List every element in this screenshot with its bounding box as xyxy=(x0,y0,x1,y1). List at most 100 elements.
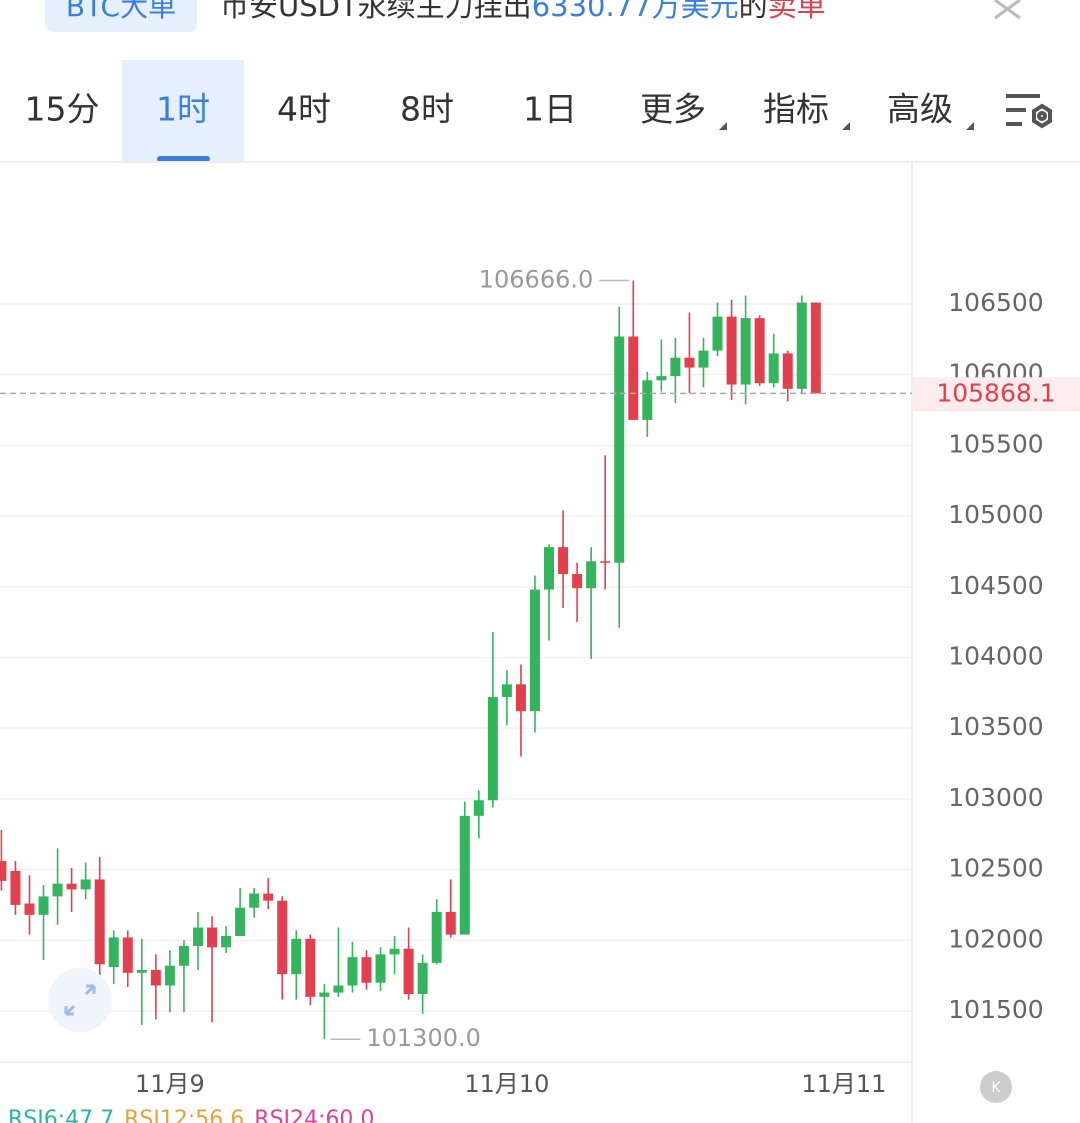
max-label: 106666.0 xyxy=(479,265,594,293)
y-tick-label: 105000 xyxy=(948,500,1043,529)
candle-body xyxy=(698,350,709,368)
candle-body xyxy=(108,937,119,968)
candle-body xyxy=(389,948,400,955)
y-tick-label: 103000 xyxy=(948,783,1043,812)
settings-icon[interactable] xyxy=(1006,94,1052,129)
candle-body xyxy=(122,937,133,973)
indicator: RSI24:60.0 xyxy=(254,1107,374,1123)
close-icon[interactable] xyxy=(994,0,1021,20)
tab[interactable]: 4时 xyxy=(277,90,331,129)
candle-body xyxy=(768,353,779,384)
candle-body xyxy=(333,985,344,993)
tag-bg xyxy=(45,0,197,32)
candle-body xyxy=(178,945,189,966)
candle-body xyxy=(656,376,667,381)
tab[interactable]: 高级 xyxy=(887,90,953,129)
candle-body xyxy=(66,883,77,890)
candle-body xyxy=(192,927,203,946)
banner-text[interactable]: 币安USDT永续主力挂出6330.77万美元的卖单 xyxy=(220,0,826,23)
candle-body xyxy=(24,903,35,915)
candle-body xyxy=(263,893,274,901)
candle-body xyxy=(10,870,21,905)
candle-body xyxy=(487,697,498,801)
y-tick-label: 104500 xyxy=(948,571,1043,600)
candle-body xyxy=(150,969,161,986)
tab[interactable]: 更多 xyxy=(640,90,706,129)
candle-body xyxy=(80,879,91,890)
y-tick-label: 105500 xyxy=(948,429,1043,458)
candle-body xyxy=(0,861,7,881)
expand-icon xyxy=(64,984,96,1016)
indicator: RSI12:56.6 xyxy=(124,1107,244,1123)
candle-body xyxy=(670,357,681,377)
candle-body xyxy=(94,879,105,965)
dropdown-caret xyxy=(719,122,727,130)
candle-body xyxy=(361,957,372,983)
y-tick-label: 102000 xyxy=(948,924,1043,953)
dropdown-caret xyxy=(842,122,850,130)
candle-body xyxy=(684,357,695,368)
candle-body xyxy=(164,965,175,986)
tab[interactable]: 8时 xyxy=(400,90,454,129)
candle-body xyxy=(712,316,723,351)
candle-body xyxy=(38,896,49,915)
candle-body xyxy=(810,302,821,394)
candle-body xyxy=(136,969,147,973)
candle-body xyxy=(473,800,484,816)
expand-button[interactable] xyxy=(48,968,112,1032)
candle-body xyxy=(52,883,63,897)
candle-body xyxy=(740,318,751,385)
last-price-bg xyxy=(913,377,1080,412)
y-tick-label: 103500 xyxy=(948,712,1043,741)
tab[interactable]: 15分 xyxy=(25,90,100,129)
candle-body xyxy=(277,900,288,975)
candle-body xyxy=(319,992,330,997)
y-tick-label: 104000 xyxy=(948,641,1043,670)
candle-body xyxy=(515,684,526,712)
y-tick-label: 106500 xyxy=(948,288,1043,317)
candle-body xyxy=(459,815,470,935)
tab[interactable]: 1日 xyxy=(523,90,577,129)
candle-body xyxy=(375,954,386,983)
banner-side: 卖单 xyxy=(768,0,826,23)
x-tick-label: 11月9 xyxy=(135,1070,205,1098)
candle-body xyxy=(642,380,653,420)
collapse-button[interactable] xyxy=(980,1071,1012,1103)
active-tab-underline xyxy=(157,156,210,162)
candle-body xyxy=(305,938,316,997)
candle-body xyxy=(544,547,555,590)
candle-body xyxy=(347,957,358,986)
candle-body xyxy=(291,938,302,975)
candle-body xyxy=(572,574,583,589)
tab[interactable]: 1时 xyxy=(156,90,210,129)
candle-body xyxy=(417,962,428,994)
tab[interactable]: 指标 xyxy=(763,90,829,129)
indicator: RSI6:47.7 xyxy=(8,1107,114,1123)
active-tab-bg xyxy=(122,60,244,162)
last-price-label: 105868.1 xyxy=(936,378,1055,407)
candle-body xyxy=(529,589,540,712)
candle-body xyxy=(586,561,597,589)
candle-body xyxy=(782,353,793,389)
candle-body xyxy=(558,547,569,575)
candle-body xyxy=(628,336,639,420)
candle-body xyxy=(501,684,512,698)
x-tick-label: 11月10 xyxy=(464,1070,549,1098)
y-tick-label: 101500 xyxy=(948,995,1043,1024)
candle-body xyxy=(221,936,232,948)
collapse-icon: K xyxy=(991,1080,1001,1096)
candle-body xyxy=(235,907,246,937)
indicator-line: RSI6:47.7 RSI12:56.6 RSI24:60.0 xyxy=(8,1107,374,1123)
candle-body xyxy=(207,927,218,948)
candle-body xyxy=(614,336,625,563)
dropdown-caret xyxy=(966,122,974,130)
min-label: 101300.0 xyxy=(366,1024,481,1052)
candle-body xyxy=(754,318,765,384)
candle-body xyxy=(445,911,456,935)
candle-body xyxy=(796,302,807,389)
banner-tag[interactable]: BTC大单 xyxy=(66,0,176,23)
candle-body xyxy=(600,561,611,563)
banner-part: 币安USDT永续主力挂出 xyxy=(220,0,532,23)
